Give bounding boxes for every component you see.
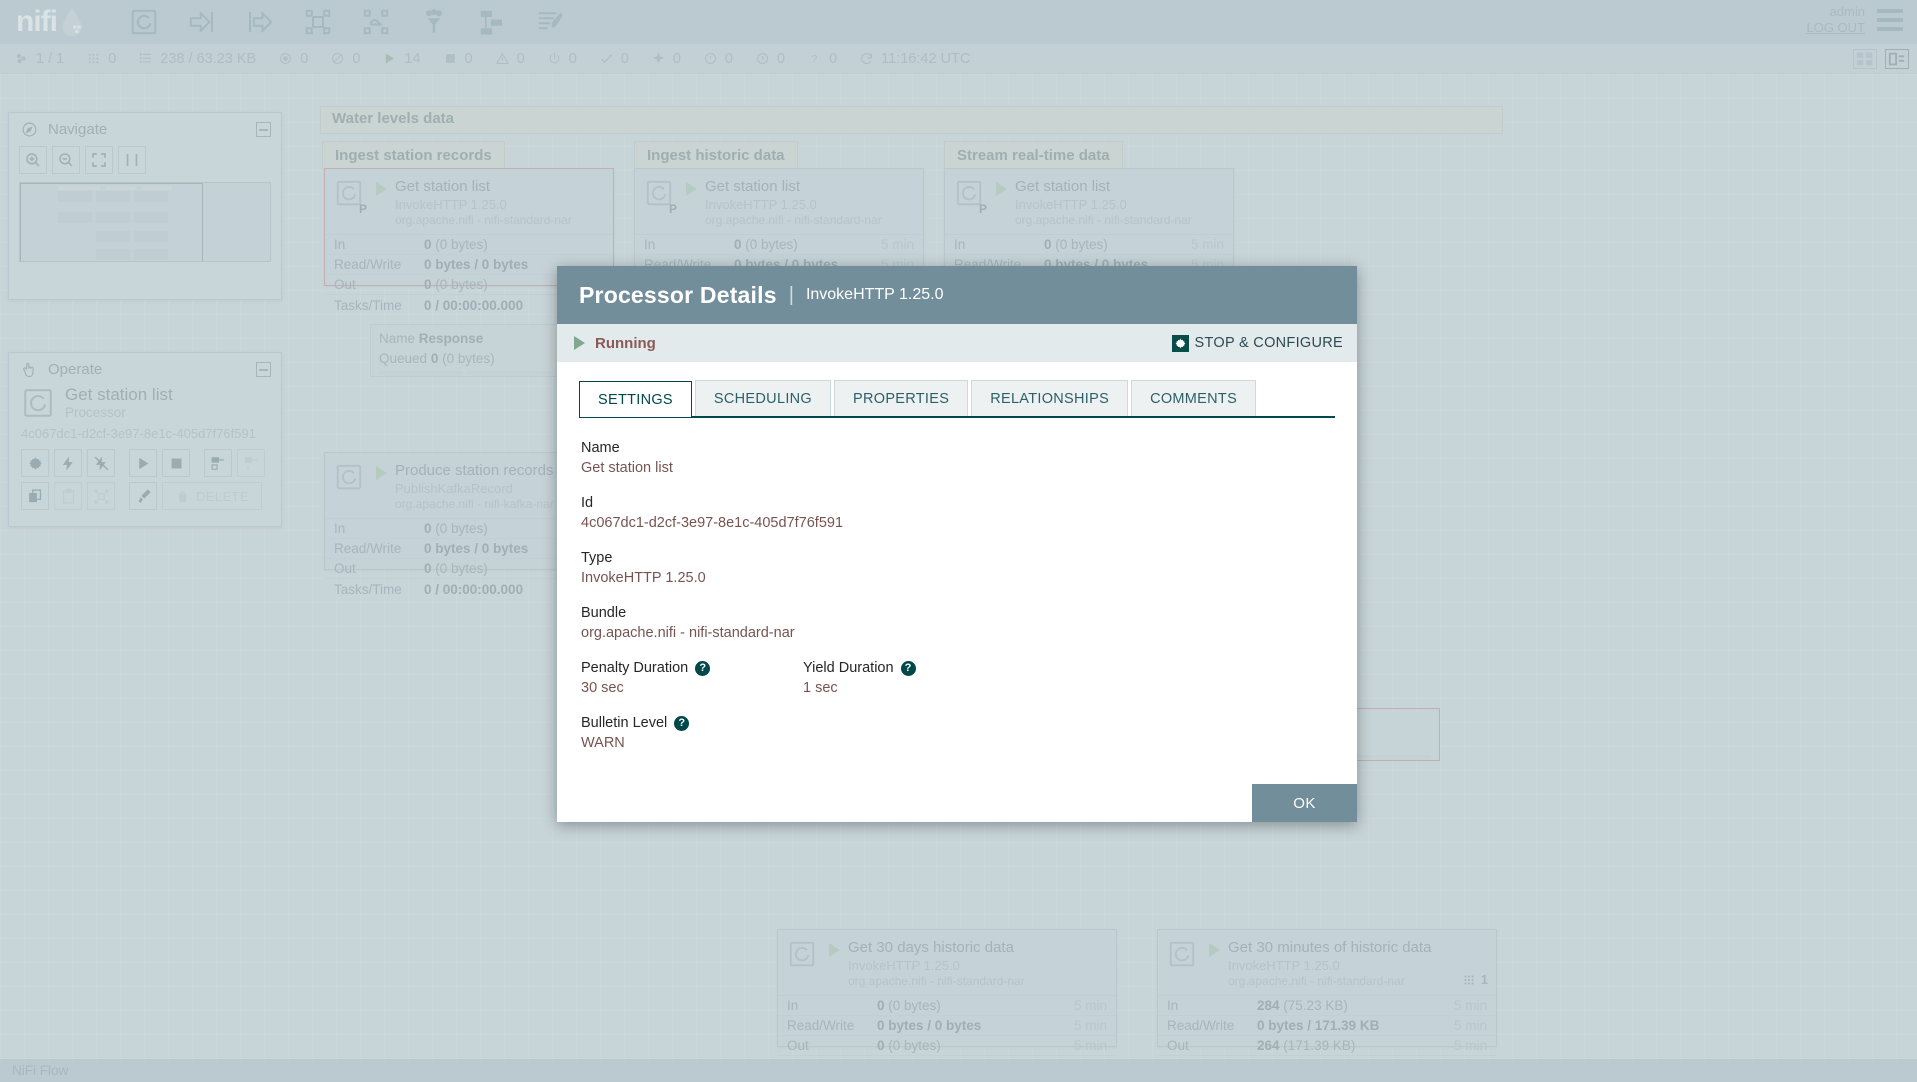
- ok-button[interactable]: OK: [1252, 784, 1357, 822]
- penalty-label-text: Penalty Duration: [581, 660, 689, 676]
- dialog-subtitle: InvokeHTTP 1.25.0: [805, 286, 944, 303]
- dialog-status-row: Running STOP & CONFIGURE: [557, 324, 1357, 362]
- field-bulletin-level: Bulletin Level ? WARN: [581, 715, 1333, 751]
- stop-and-configure-button[interactable]: STOP & CONFIGURE: [1171, 334, 1343, 352]
- dialog-tabs: SETTINGS SCHEDULING PROPERTIES RELATIONS…: [579, 380, 1335, 418]
- dialog-body: SETTINGS SCHEDULING PROPERTIES RELATIONS…: [557, 362, 1357, 784]
- stop-and-configure-label: STOP & CONFIGURE: [1194, 335, 1343, 351]
- field-id-value: 4c067dc1-d2cf-3e97-8e1c-405d7f76f591: [581, 515, 844, 531]
- help-icon[interactable]: ?: [695, 660, 711, 676]
- duration-fields-row: Penalty Duration ? 30 sec Yield Duration…: [581, 660, 1333, 715]
- running-icon: [574, 336, 585, 350]
- field-bundle-label: Bundle: [581, 605, 627, 621]
- field-penalty-duration-value: 30 sec: [581, 680, 624, 696]
- dialog-footer: OK: [557, 784, 1357, 822]
- dialog-title: Processor Details: [579, 281, 777, 308]
- field-id-label: Id: [581, 495, 594, 511]
- field-penalty-duration: Penalty Duration ? 30 sec: [581, 660, 803, 696]
- field-name-label: Name: [581, 440, 620, 456]
- tab-relationships[interactable]: RELATIONSHIPS: [971, 380, 1129, 416]
- field-type: Type InvokeHTTP 1.25.0: [581, 550, 1333, 586]
- tab-settings[interactable]: SETTINGS: [579, 381, 692, 417]
- gear-icon: [1171, 334, 1189, 352]
- help-icon[interactable]: ?: [674, 715, 690, 731]
- field-id: Id 4c067dc1-d2cf-3e97-8e1c-405d7f76f591: [581, 495, 1333, 531]
- dialog-title-separator: |: [788, 283, 794, 306]
- bulletin-label-text: Bulletin Level: [581, 715, 668, 731]
- field-bundle: Bundle org.apache.nifi - nifi-standard-n…: [581, 605, 1333, 641]
- field-type-value: InvokeHTTP 1.25.0: [581, 570, 706, 586]
- tab-scheduling[interactable]: SCHEDULING: [694, 380, 831, 416]
- field-bulletin-level-value: WARN: [581, 735, 625, 751]
- field-yield-duration-value: 1 sec: [803, 680, 838, 696]
- field-yield-duration-label: Yield Duration ?: [803, 660, 1025, 676]
- field-name: Name Get station list: [581, 440, 1333, 476]
- field-yield-duration: Yield Duration ? 1 sec: [803, 660, 1025, 696]
- field-name-value: Get station list: [581, 460, 673, 476]
- run-status-label: Running: [595, 334, 656, 352]
- field-bulletin-level-label: Bulletin Level ?: [581, 715, 1333, 731]
- tab-properties[interactable]: PROPERTIES: [834, 380, 969, 416]
- settings-tab-content: Name Get station list Id 4c067dc1-d2cf-3…: [579, 418, 1335, 751]
- field-penalty-duration-label: Penalty Duration ?: [581, 660, 803, 676]
- tab-comments[interactable]: COMMENTS: [1131, 380, 1257, 416]
- field-bundle-value: org.apache.nifi - nifi-standard-nar: [581, 625, 795, 641]
- yield-label-text: Yield Duration: [803, 660, 894, 676]
- help-icon[interactable]: ?: [900, 660, 916, 676]
- processor-details-dialog: Processor Details | InvokeHTTP 1.25.0 Ru…: [557, 266, 1357, 822]
- field-type-label: Type: [581, 550, 613, 566]
- dialog-header: Processor Details | InvokeHTTP 1.25.0: [557, 266, 1357, 324]
